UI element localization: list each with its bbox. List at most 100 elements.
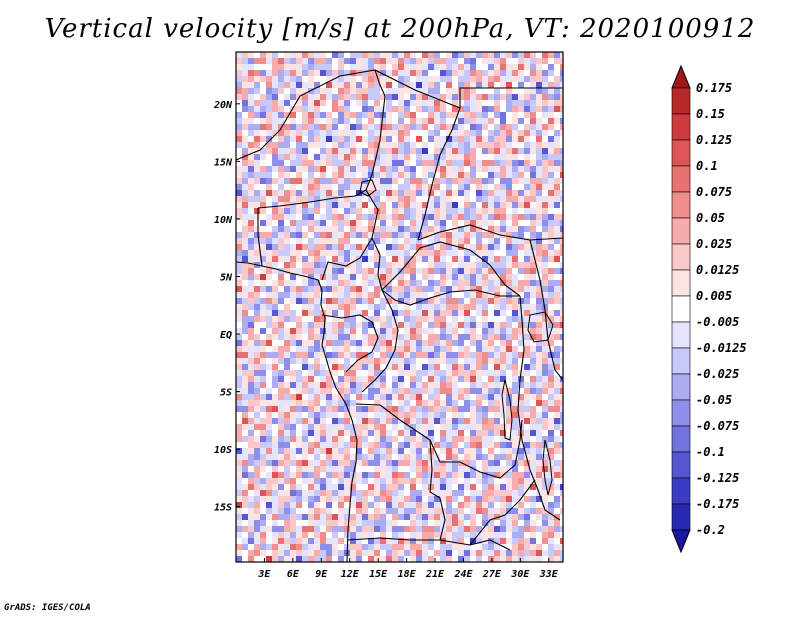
field-cell (524, 532, 530, 538)
field-cell (266, 124, 272, 130)
field-cell (458, 412, 464, 418)
field-cell (500, 484, 506, 490)
field-cell (410, 178, 416, 184)
field-cell (356, 238, 362, 244)
field-cell (362, 508, 368, 514)
field-cell (416, 136, 422, 142)
field-cell (488, 544, 494, 550)
field-cell (560, 520, 563, 526)
y-tick-label: 10S (214, 445, 232, 456)
field-cell (350, 436, 356, 442)
field-cell (500, 220, 506, 226)
field-cell (548, 508, 554, 514)
field-cell (536, 532, 542, 538)
field-cell (482, 292, 488, 298)
field-cell (506, 118, 512, 124)
field-cell (248, 292, 254, 298)
field-cell (374, 298, 380, 304)
field-cell (452, 292, 458, 298)
field-cell (434, 328, 440, 334)
field-cell (302, 142, 308, 148)
field-cell (326, 190, 332, 196)
field-cell (242, 424, 248, 430)
field-cell (488, 184, 494, 190)
field-cell (536, 448, 542, 454)
field-cell (542, 142, 548, 148)
field-cell (434, 64, 440, 70)
field-cell (338, 400, 344, 406)
field-cell (524, 526, 530, 532)
field-cell (272, 400, 278, 406)
field-cell (302, 454, 308, 460)
field-cell (266, 142, 272, 148)
field-cell (488, 226, 494, 232)
field-cell (530, 430, 536, 436)
field-cell (560, 268, 563, 274)
field-cell (302, 340, 308, 346)
field-cell (386, 274, 392, 280)
field-cell (362, 58, 368, 64)
field-cell (422, 76, 428, 82)
field-cell (452, 316, 458, 322)
field-cell (422, 442, 428, 448)
field-cell (236, 268, 242, 274)
field-cell (302, 334, 308, 340)
field-cell (350, 88, 356, 94)
field-cell (236, 532, 242, 538)
field-cell (314, 286, 320, 292)
field-cell (482, 490, 488, 496)
field-cell (548, 232, 554, 238)
field-cell (278, 364, 284, 370)
field-cell (284, 172, 290, 178)
field-cell (524, 268, 530, 274)
field-cell (332, 286, 338, 292)
field-cell (320, 286, 326, 292)
field-cell (512, 298, 518, 304)
field-cell (302, 394, 308, 400)
field-cell (416, 538, 422, 544)
colorbar-swatch (671, 165, 691, 193)
field-cell (254, 274, 260, 280)
field-cell (392, 202, 398, 208)
field-cell (398, 310, 404, 316)
field-cell (302, 478, 308, 484)
field-cell (278, 370, 284, 376)
field-cell (362, 424, 368, 430)
field-cell (500, 382, 506, 388)
field-cell (470, 172, 476, 178)
field-cell (314, 340, 320, 346)
field-cell (488, 310, 494, 316)
field-cell (458, 400, 464, 406)
field-cell (314, 502, 320, 508)
field-cell (476, 466, 482, 472)
field-cell (482, 64, 488, 70)
field-cell (260, 286, 266, 292)
field-cell (362, 388, 368, 394)
field-cell (260, 118, 266, 124)
field-cell (278, 526, 284, 532)
field-cell (410, 388, 416, 394)
field-cell (410, 286, 416, 292)
field-cell (494, 148, 500, 154)
field-cell (470, 376, 476, 382)
field-cell (344, 484, 350, 490)
field-cell (356, 502, 362, 508)
field-cell (242, 232, 248, 238)
field-cell (320, 382, 326, 388)
field-cell (374, 364, 380, 370)
field-cell (398, 520, 404, 526)
colorbar-label: -0.05 (696, 393, 732, 407)
field-cell (338, 208, 344, 214)
field-cell (542, 508, 548, 514)
field-cell (446, 106, 452, 112)
field-cell (350, 238, 356, 244)
field-cell (404, 436, 410, 442)
field-cell (236, 142, 242, 148)
field-cell (356, 244, 362, 250)
field-cell (386, 52, 392, 58)
field-cell (278, 514, 284, 520)
colorbar-swatch (671, 217, 691, 245)
field-cell (416, 142, 422, 148)
field-cell (302, 208, 308, 214)
field-cell (476, 448, 482, 454)
